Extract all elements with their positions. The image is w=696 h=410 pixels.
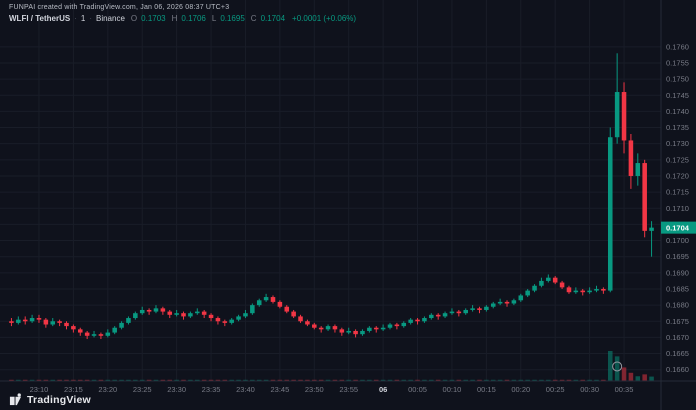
svg-text:0.1675: 0.1675 (666, 317, 689, 326)
svg-text:23:35: 23:35 (202, 385, 221, 394)
open-value: 0.1703 (141, 14, 166, 23)
svg-text:0.1710: 0.1710 (666, 204, 689, 213)
svg-text:00:05: 00:05 (408, 385, 427, 394)
volume-layer (9, 351, 654, 381)
tradingview-logo-icon (9, 393, 22, 406)
svg-text:23:50: 23:50 (305, 385, 324, 394)
svg-text:0.1735: 0.1735 (666, 123, 689, 132)
svg-text:0.1760: 0.1760 (666, 42, 689, 51)
price-axis[interactable]: 0.1760 0.1755 0.1750 0.1745 0.1740 0.1735 0.17… (666, 42, 689, 374)
svg-text:0.1665: 0.1665 (666, 349, 689, 358)
last-price-badge: 0.1704 (661, 221, 696, 234)
svg-text:23:30: 23:30 (167, 385, 186, 394)
svg-text:23:40: 23:40 (236, 385, 255, 394)
svg-text:00:35: 00:35 (615, 385, 634, 394)
legend-separator: · (74, 14, 77, 23)
time-axis[interactable]: 23:10 23:15 23:20 23:25 23:30 23:35 23:40 23:45… (30, 385, 634, 394)
change-value: +0.0001 (+0.06%) (292, 14, 357, 23)
svg-text:0.1745: 0.1745 (666, 91, 689, 100)
svg-text:23:45: 23:45 (270, 385, 289, 394)
svg-text:0.1720: 0.1720 (666, 171, 689, 180)
high-value: 0.1706 (181, 14, 206, 23)
symbol-title[interactable]: WLFI / TetherUS (9, 14, 71, 23)
low-value: 0.1695 (220, 14, 245, 23)
svg-text:23:15: 23:15 (64, 385, 83, 394)
ellipse-annotation[interactable] (612, 361, 623, 372)
svg-text:06: 06 (379, 385, 387, 394)
svg-text:0.1750: 0.1750 (666, 75, 689, 84)
tradingview-logo[interactable]: TradingView (9, 393, 91, 406)
svg-text:0.1704: 0.1704 (666, 224, 690, 233)
svg-text:00:30: 00:30 (580, 385, 599, 394)
low-label: L (211, 14, 217, 23)
svg-text:0.1685: 0.1685 (666, 284, 689, 293)
svg-text:23:25: 23:25 (133, 385, 152, 394)
svg-text:00:10: 00:10 (443, 385, 462, 394)
close-value: 0.1704 (260, 14, 286, 23)
svg-text:00:25: 00:25 (546, 385, 565, 394)
svg-text:0.1715: 0.1715 (666, 188, 689, 197)
symbol-legend: WLFI / TetherUS · 1 · Binance O 0.1703 H… (9, 14, 356, 23)
svg-text:0.1690: 0.1690 (666, 268, 689, 277)
svg-text:0.1660: 0.1660 (666, 365, 689, 374)
svg-text:0.1730: 0.1730 (666, 139, 689, 148)
close-label: C (250, 14, 257, 23)
credit-line: FUNPAI created with TradingView.com, Jan… (9, 4, 230, 11)
svg-text:0.1725: 0.1725 (666, 155, 689, 164)
legend-separator: · (89, 14, 92, 23)
svg-text:00:15: 00:15 (477, 385, 496, 394)
svg-text:0.1695: 0.1695 (666, 252, 689, 261)
svg-text:23:20: 23:20 (98, 385, 117, 394)
open-label: O (130, 14, 138, 23)
svg-text:0.1755: 0.1755 (666, 58, 689, 67)
high-label: H (171, 14, 178, 23)
svg-text:00:20: 00:20 (511, 385, 530, 394)
exchange-label: Binance (95, 14, 125, 23)
svg-text:23:55: 23:55 (339, 385, 358, 394)
tradingview-logo-text: TradingView (27, 393, 91, 406)
grid-layer (0, 0, 661, 381)
candles-layer (9, 53, 654, 340)
svg-text:0.1740: 0.1740 (666, 107, 689, 116)
svg-text:23:10: 23:10 (30, 385, 49, 394)
interval-label[interactable]: 1 (80, 14, 86, 23)
svg-text:0.1700: 0.1700 (666, 236, 689, 245)
svg-text:0.1680: 0.1680 (666, 301, 689, 310)
svg-text:0.1670: 0.1670 (666, 333, 689, 342)
